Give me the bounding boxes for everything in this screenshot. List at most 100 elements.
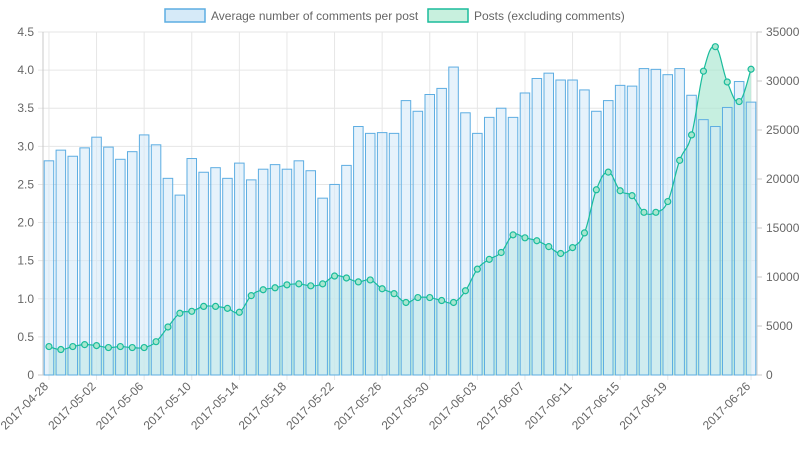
bar-comments <box>674 68 685 376</box>
legend-swatch-comments <box>164 8 206 23</box>
bar-comments <box>67 155 79 376</box>
posts-point <box>628 192 636 200</box>
posts-point <box>568 244 577 252</box>
posts-point <box>711 43 719 51</box>
posts-point <box>211 302 220 310</box>
x-tick-label: 2017-06-07 <box>474 379 528 433</box>
bar-comments <box>519 92 531 376</box>
bar-comments <box>555 79 566 376</box>
legend-label-posts: Posts (excluding comments) <box>474 9 625 23</box>
bar-comments <box>186 158 198 376</box>
x-tick-label: 2017-05-10 <box>141 379 195 433</box>
y-right-tick-label: 30000 <box>766 74 800 88</box>
x-tick-label: 2017-04-28 <box>0 379 51 433</box>
posts-point <box>652 208 660 216</box>
x-tick-label: 2017-05-30 <box>379 379 433 433</box>
y-right-tick-label: 15000 <box>766 221 800 235</box>
posts-point <box>235 308 243 316</box>
posts-point <box>188 307 196 315</box>
bar-comments <box>353 126 364 376</box>
y-left-tick-label: 0 <box>27 368 34 382</box>
x-tick-label: 2017-05-06 <box>93 379 147 433</box>
bar-comments <box>650 68 662 376</box>
bar-comments <box>626 85 638 376</box>
x-tick-label: 2017-06-19 <box>617 379 671 433</box>
bar-comments <box>174 194 186 376</box>
posts-point <box>723 78 731 86</box>
bar-comments <box>43 160 55 376</box>
bar-comments <box>614 84 626 376</box>
bar-comments <box>721 106 733 376</box>
posts-point <box>200 302 208 310</box>
posts-point <box>640 208 648 216</box>
posts-point <box>557 249 565 258</box>
posts-point-layer <box>45 43 755 354</box>
x-tick-label: 2017-05-18 <box>236 379 290 433</box>
bar-comments <box>436 87 447 376</box>
posts-point <box>57 345 65 354</box>
x-tick-label: 2017-06-03 <box>426 379 480 433</box>
bar-comments <box>495 107 507 376</box>
bar-comments <box>138 134 150 376</box>
bar-comments <box>257 168 269 376</box>
x-tick-label: 2017-05-02 <box>45 379 99 433</box>
y-left-tick-label: 1.0 <box>17 292 34 306</box>
y-left-tick-label: 2.0 <box>17 216 34 230</box>
x-axis: 2017-04-282017-05-022017-05-062017-05-10… <box>0 379 753 433</box>
posts-point <box>69 342 77 351</box>
posts-point <box>366 276 374 284</box>
bar-comments <box>388 132 400 376</box>
bar-comments <box>448 66 459 376</box>
y-axis-right: 0 5000 10000 15000 20000 25000 30000 35000 <box>757 25 800 382</box>
posts-point <box>307 282 315 290</box>
bar-comments <box>150 144 162 376</box>
x-tick-label: 2017-05-26 <box>331 379 385 433</box>
posts-point <box>449 298 458 307</box>
posts-point <box>604 168 612 176</box>
posts-point <box>176 309 184 317</box>
posts-point <box>259 286 267 294</box>
y-left-tick-label: 4.5 <box>17 25 34 39</box>
posts-point <box>747 65 755 73</box>
x-tick-label: 2017-05-14 <box>188 379 242 433</box>
posts-point <box>545 243 553 251</box>
bar-comments <box>686 94 697 376</box>
bar-comments <box>400 100 412 376</box>
bar-comments <box>710 126 721 376</box>
posts-point <box>81 341 89 349</box>
posts-point <box>580 229 589 237</box>
posts-point <box>461 287 470 295</box>
bar-comments <box>91 136 102 376</box>
y-left-tick-label: 3.0 <box>17 139 34 153</box>
posts-point <box>473 265 481 273</box>
posts-point <box>140 343 148 352</box>
y-left-tick-label: 0.5 <box>17 330 34 344</box>
x-tick-label: 2017-06-15 <box>569 379 623 433</box>
bar-comments <box>245 179 257 376</box>
bar-comments <box>376 132 388 376</box>
legend: Average number of comments per post Post… <box>164 8 625 23</box>
posts-point <box>616 187 624 195</box>
bar-comments <box>55 149 67 376</box>
bar-comments <box>210 167 221 376</box>
posts-point <box>330 272 339 280</box>
posts-point <box>533 237 541 245</box>
posts-point <box>223 304 232 312</box>
posts-point <box>521 234 529 242</box>
posts-point <box>128 343 136 352</box>
y-right-tick-label: 5000 <box>766 319 793 333</box>
bar-comments <box>234 162 245 376</box>
posts-point <box>319 280 327 288</box>
posts-point <box>664 197 672 206</box>
y-axis-left: 0 0.5 1.0 1.5 2.0 2.5 3.0 3.5 4.0 4.5 <box>17 25 34 382</box>
y-right-tick-label: 10000 <box>766 270 800 284</box>
posts-point <box>92 342 101 350</box>
bar-comments <box>531 77 543 376</box>
bar-comments <box>329 183 340 376</box>
bar-comments <box>269 164 281 376</box>
bar-layer <box>43 66 757 376</box>
bar-comments <box>198 171 209 376</box>
posts-point <box>676 156 684 164</box>
y-left-tick-label: 1.5 <box>17 254 34 268</box>
bar-comments <box>79 147 90 376</box>
